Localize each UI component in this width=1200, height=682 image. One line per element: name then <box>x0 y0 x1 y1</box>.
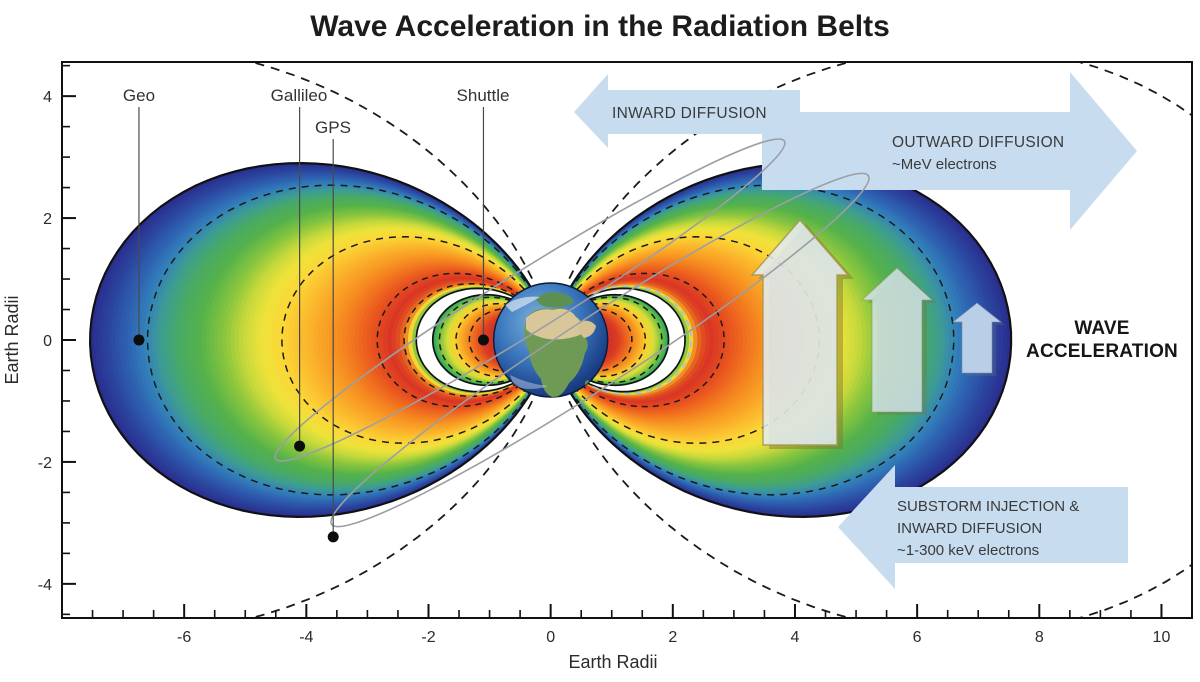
satellite-label-gallileo: Gallileo <box>271 86 328 105</box>
satellite-orbits <box>274 138 870 528</box>
earth-globe <box>492 282 609 398</box>
x-tick-label: 6 <box>913 629 922 646</box>
satellite-dot-shuttle <box>477 334 489 346</box>
wave-acceleration-label-2: ACCELERATION <box>1026 341 1178 362</box>
cloud-wisp <box>510 375 548 389</box>
x-tick-label: -6 <box>177 629 191 646</box>
field-line <box>146 184 552 496</box>
orbit-ellipse-gallileo <box>274 138 786 462</box>
axis-ticks: -6 -4 -2 0 2 4 6 8 10 -4 -2 0 2 4 <box>38 64 1171 646</box>
arrow-connector <box>762 90 800 190</box>
plot-area: INWARD DIFFUSION OUTWARD DIFFUSION ~MeV … <box>88 62 1192 618</box>
wave-acceleration-arrows <box>750 218 1005 449</box>
up-arrow-large <box>750 218 850 446</box>
orbit-ellipse-gps <box>330 172 870 528</box>
substorm-label-2: INWARD DIFFUSION <box>897 520 1042 537</box>
y-axis-label: Earth Radii <box>2 295 22 384</box>
continent-arabia <box>577 320 596 338</box>
x-tick-label: -4 <box>299 629 313 646</box>
y-tick-label: 0 <box>43 333 52 350</box>
y-tick-label: 4 <box>43 89 52 106</box>
x-tick-label: 2 <box>668 629 677 646</box>
annotation-texts: INWARD DIFFUSION OUTWARD DIFFUSION ~MeV … <box>123 86 1178 559</box>
cloud-wisp <box>505 296 540 312</box>
satellite-dot-geo <box>133 334 145 346</box>
substorm-label-3: ~1-300 keV electrons <box>897 542 1039 559</box>
y-tick-label: -2 <box>38 455 52 472</box>
inward-diffusion-label: INWARD DIFFUSION <box>612 105 767 122</box>
field-line <box>281 236 552 444</box>
x-axis-label: Earth Radii <box>568 652 657 672</box>
x-tick-label: -2 <box>421 629 435 646</box>
outer-belt-edge <box>88 161 552 519</box>
outward-diffusion-sublabel: ~MeV electrons <box>892 156 997 173</box>
substorm-injection-arrow <box>838 465 1128 589</box>
substorm-label-1: SUBSTORM INJECTION & <box>897 498 1079 515</box>
outward-diffusion-label: OUTWARD DIFFUSION <box>892 134 1064 151</box>
field-line <box>549 184 955 496</box>
x-tick-label: 0 <box>546 629 555 646</box>
outward-diffusion-arrow <box>780 72 1137 230</box>
satellite-label-gps: GPS <box>315 118 351 137</box>
satellite-markers <box>133 107 489 543</box>
satellite-dot-gps <box>327 531 339 543</box>
x-tick-label: 4 <box>791 629 800 646</box>
satellite-dot-gallileo <box>294 440 306 452</box>
y-tick-label: -4 <box>38 577 52 594</box>
field-line <box>549 236 821 444</box>
satellite-label-geo: Geo <box>123 86 155 105</box>
outer-belt-edge <box>549 161 1013 519</box>
field-line <box>549 62 1192 618</box>
wave-acceleration-label-1: WAVE <box>1074 318 1129 339</box>
y-tick-label: 2 <box>43 211 52 228</box>
diffusion-arrows <box>574 72 1137 589</box>
continent-sahara <box>526 308 583 340</box>
up-arrow-medium <box>860 267 934 413</box>
figure-title: Wave Acceleration in the Radiation Belts <box>310 10 890 43</box>
satellite-label-shuttle: Shuttle <box>457 86 510 105</box>
inward-diffusion-arrow <box>574 74 800 148</box>
continent-europe <box>536 292 574 308</box>
field-line <box>248 62 552 618</box>
x-tick-label: 8 <box>1035 629 1044 646</box>
up-arrow-small <box>951 302 1003 374</box>
x-tick-label: 10 <box>1153 629 1171 646</box>
